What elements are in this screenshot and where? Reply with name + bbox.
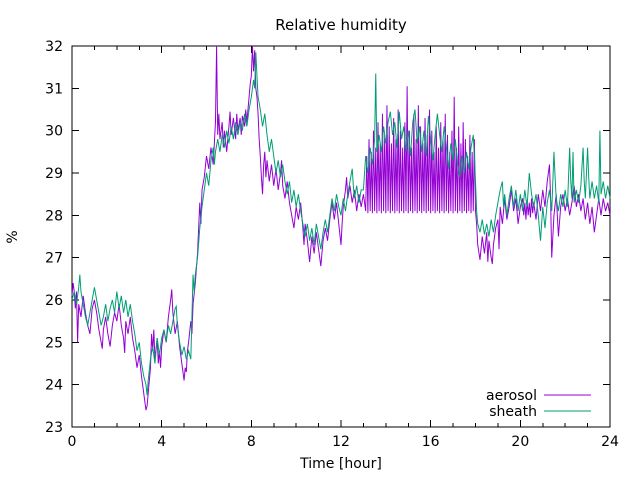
data-series: [71, 45, 611, 411]
y-tick-label: 30: [45, 124, 63, 140]
series-aerosol: [71, 45, 611, 411]
y-tick-label: 27: [45, 251, 63, 267]
plot-axes: 0 4 8 12 16 20 24 23 24 25 26 27 28 29 30 31 32: [45, 39, 619, 450]
x-tick-label: 12: [332, 434, 350, 450]
y-tick-label: 26: [45, 293, 63, 309]
y-tick-label: 32: [45, 39, 63, 55]
legend: aerosol sheath: [486, 388, 591, 420]
chart-title: Relative humidity: [275, 16, 407, 34]
x-tick-label: 0: [68, 434, 77, 450]
y-tick-label: 29: [45, 166, 63, 182]
x-tick-label: 24: [601, 434, 619, 450]
x-tick-label: 4: [157, 434, 166, 450]
series-sheath: [71, 52, 611, 396]
y-tick-label: 31: [45, 81, 63, 97]
y-tick-label: 25: [45, 335, 63, 351]
y-tick-label: 28: [45, 208, 63, 224]
y-tick-label: 23: [45, 420, 63, 436]
legend-label-sheath: sheath: [489, 404, 537, 420]
x-tick-label: 8: [247, 434, 256, 450]
x-tick-label: 16: [422, 434, 440, 450]
y-axis-label: %: [5, 230, 21, 243]
x-axis-label: Time [hour]: [299, 456, 382, 472]
y-tick-label: 24: [45, 378, 63, 394]
x-tick-label: 20: [511, 434, 529, 450]
legend-label-aerosol: aerosol: [486, 388, 537, 404]
